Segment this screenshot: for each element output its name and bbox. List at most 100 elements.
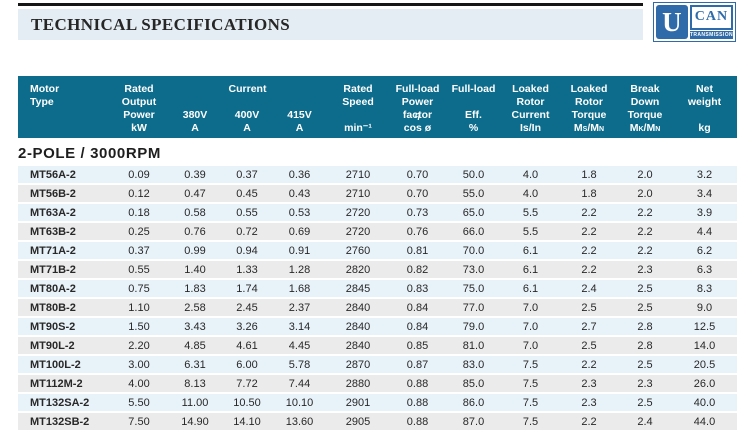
table-row: MT112M-2 4.00 8.13 7.72 7.44 2880 0.88 85.0 7.5… bbox=[18, 375, 737, 392]
value-cell: 77.0 bbox=[462, 301, 485, 314]
value-cell: 2.2 bbox=[581, 358, 597, 371]
section-title-2pole: 2-POLE / 3000RPM bbox=[18, 145, 161, 162]
value-cell: 6.1 bbox=[522, 263, 539, 276]
value-cell: 3.14 bbox=[288, 320, 311, 333]
col-locked-rotor-current: Loaked Rotor Current bbox=[511, 83, 550, 121]
value-cell: 1.33 bbox=[236, 263, 258, 276]
table-row: MT63B-2 0.25 0.76 0.72 0.69 2720 0.76 66.0 5.5 2… bbox=[18, 223, 737, 240]
unit-a-400: A bbox=[243, 122, 251, 134]
value-cell: 2710 bbox=[345, 168, 371, 181]
table-row: MT80B-2 1.10 2.58 2.45 2.37 2840 0.84 77.0 7.0 2… bbox=[18, 299, 737, 316]
value-cell: 0.76 bbox=[184, 225, 206, 238]
value-cell: 0.37 bbox=[236, 168, 258, 181]
value-cell: 2.5 bbox=[637, 301, 653, 314]
value-cell: 3.2 bbox=[696, 168, 713, 181]
value-cell: 0.18 bbox=[128, 206, 150, 219]
value-cell: 85.0 bbox=[462, 377, 485, 390]
value-cell: 0.70 bbox=[406, 187, 429, 200]
value-cell: 2840 bbox=[345, 339, 371, 352]
value-cell: 1.68 bbox=[288, 282, 311, 295]
ucan-logo-right: CAN TRANSMISSION bbox=[689, 5, 733, 39]
value-cell: 12.5 bbox=[693, 320, 716, 333]
value-cell: 0.37 bbox=[128, 244, 150, 257]
value-cell: 70.0 bbox=[462, 244, 485, 257]
col-efficiency-fullload: Full-load bbox=[451, 83, 496, 95]
value-cell: 0.69 bbox=[288, 225, 311, 238]
table-row: MT90L-2 2.20 4.85 4.61 4.45 2840 0.85 81.0 7.0 2… bbox=[18, 337, 737, 354]
value-cell: 3.9 bbox=[696, 206, 713, 219]
value-cell: 7.50 bbox=[128, 415, 150, 428]
value-cell: 73.0 bbox=[462, 263, 485, 276]
table-row: MT132SA-2 5.50 11.00 10.50 10.10 2901 0.88 86.… bbox=[18, 394, 737, 411]
motor-type-cell: MT100L-2 bbox=[30, 358, 81, 371]
value-cell: 6.3 bbox=[696, 263, 713, 276]
unit-is-in: Is/In bbox=[519, 122, 541, 134]
value-cell: 2.58 bbox=[184, 301, 206, 314]
value-cell: 5.78 bbox=[288, 358, 311, 371]
motor-type-cell: MT90L-2 bbox=[30, 339, 75, 352]
value-cell: 20.5 bbox=[693, 358, 716, 371]
motor-type-cell: MT71A-2 bbox=[30, 244, 76, 257]
value-cell: 0.85 bbox=[406, 339, 429, 352]
value-cell: 26.0 bbox=[693, 377, 716, 390]
value-cell: 6.1 bbox=[522, 244, 539, 257]
value-cell: 1.50 bbox=[128, 320, 150, 333]
value-cell: 2.20 bbox=[128, 339, 150, 352]
motor-type-cell: MT56B-2 bbox=[30, 187, 76, 200]
value-cell: 0.47 bbox=[184, 187, 206, 200]
col-breakdown-torque: Break Down Torque bbox=[627, 83, 663, 121]
value-cell: 0.88 bbox=[406, 396, 429, 409]
value-cell: 2905 bbox=[345, 415, 371, 428]
value-cell: 7.5 bbox=[522, 358, 539, 371]
value-cell: 0.84 bbox=[406, 320, 429, 333]
unit-kg: kg bbox=[698, 122, 711, 134]
value-cell: 0.72 bbox=[236, 225, 258, 238]
col-motor-type: Motor Type bbox=[30, 83, 60, 108]
value-cell: 9.0 bbox=[696, 301, 713, 314]
value-cell: 2.2 bbox=[581, 415, 597, 428]
value-cell: 8.13 bbox=[184, 377, 206, 390]
motor-type-cell: MT132SA-2 bbox=[30, 396, 90, 409]
unit-a-380: A bbox=[191, 122, 199, 134]
value-cell: 2720 bbox=[345, 206, 371, 219]
table-row: MT71A-2 0.37 0.99 0.94 0.91 2760 0.81 70.0 6.1 2… bbox=[18, 242, 737, 259]
value-cell: 2840 bbox=[345, 320, 371, 333]
value-cell: 65.0 bbox=[462, 206, 485, 219]
value-cell: 3.43 bbox=[184, 320, 206, 333]
motor-type-cell: MT71B-2 bbox=[30, 263, 76, 276]
value-cell: 2.5 bbox=[581, 301, 597, 314]
ucan-logo-can-text: CAN bbox=[689, 5, 733, 30]
value-cell: 7.44 bbox=[288, 377, 311, 390]
value-cell: 50.0 bbox=[462, 168, 485, 181]
table-row: MT100L-2 3.00 6.31 6.00 5.78 2870 0.87 83.0 7.5… bbox=[18, 356, 737, 373]
value-cell: 0.88 bbox=[406, 415, 429, 428]
value-cell: 0.91 bbox=[288, 244, 311, 257]
motor-type-cell: MT112M-2 bbox=[30, 377, 83, 390]
value-cell: 4.61 bbox=[236, 339, 258, 352]
value-cell: 4.0 bbox=[522, 168, 539, 181]
value-cell: 0.55 bbox=[128, 263, 150, 276]
value-cell: 7.0 bbox=[522, 339, 539, 352]
value-cell: 2.3 bbox=[637, 263, 653, 276]
value-cell: 1.8 bbox=[581, 168, 597, 181]
page-title-bar: TECHNICAL SPECIFICATIONS bbox=[18, 9, 643, 40]
value-cell: 2.3 bbox=[581, 396, 597, 409]
value-cell: 2845 bbox=[345, 282, 371, 295]
motor-type-cell: MT56A-2 bbox=[30, 168, 76, 181]
value-cell: 66.0 bbox=[462, 225, 485, 238]
value-cell: 2.2 bbox=[637, 244, 653, 257]
value-cell: 2.2 bbox=[581, 225, 597, 238]
motor-type-cell: MT132SB-2 bbox=[30, 415, 90, 428]
value-cell: 2.2 bbox=[581, 206, 597, 219]
value-cell: 2.5 bbox=[637, 282, 653, 295]
value-cell: 8.3 bbox=[696, 282, 713, 295]
value-cell: 4.0 bbox=[522, 187, 539, 200]
motor-type-cell: MT63B-2 bbox=[30, 225, 76, 238]
value-cell: 0.36 bbox=[288, 168, 311, 181]
value-cell: 0.75 bbox=[128, 282, 150, 295]
value-cell: 0.99 bbox=[184, 244, 206, 257]
value-cell: 2.8 bbox=[637, 320, 653, 333]
value-cell: 7.0 bbox=[522, 320, 539, 333]
value-cell: 2.8 bbox=[637, 339, 653, 352]
value-cell: 1.40 bbox=[184, 263, 206, 276]
